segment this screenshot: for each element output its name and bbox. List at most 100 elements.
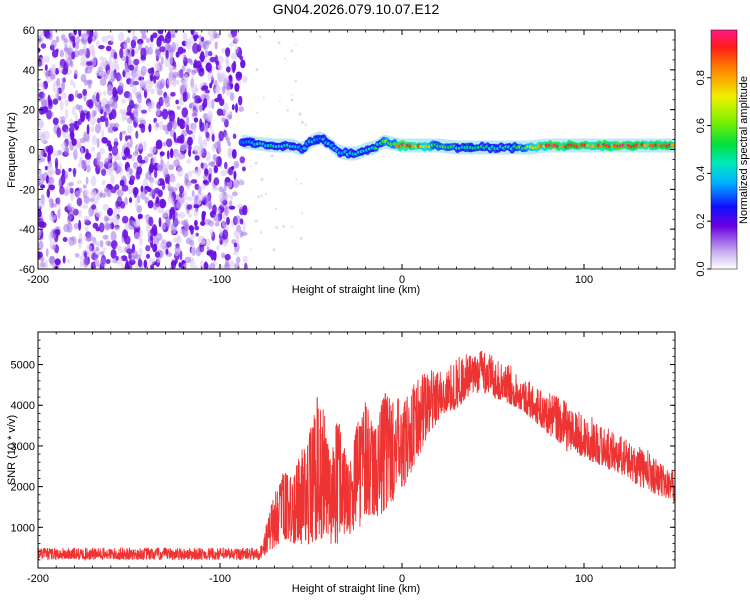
noise-blob [192, 123, 197, 134]
colorbar-tick-label: 0.4 [695, 166, 707, 181]
noise-blob [212, 186, 219, 191]
noise-blob [176, 182, 181, 189]
noise-blob [177, 166, 184, 177]
noise-blob [221, 252, 226, 259]
noise-blob [101, 168, 107, 176]
noise-blob [190, 226, 194, 235]
noise-blob [55, 162, 58, 171]
noise-blob [43, 55, 50, 64]
noise-blob [218, 192, 226, 201]
noise-blob [188, 212, 193, 218]
noise-blob [44, 64, 48, 71]
noise-blob [145, 245, 151, 252]
noise-blob [187, 136, 193, 147]
noise-blob [197, 185, 202, 195]
noise-blob [218, 55, 224, 65]
noise-blob [82, 49, 86, 56]
noise-blob [126, 68, 131, 76]
noise-blob [78, 219, 82, 231]
noise-blob [134, 254, 142, 260]
noise-blob [241, 75, 248, 84]
noise-blob [179, 250, 183, 261]
noise-blob [63, 38, 69, 43]
noise-blob [201, 239, 206, 245]
noise-blob [68, 239, 74, 247]
noise-blob [38, 251, 43, 259]
noise-blob [84, 152, 92, 160]
noise-blob [38, 120, 45, 129]
noise-blob [186, 116, 190, 125]
noise-blob [186, 204, 193, 210]
noise-blob [52, 117, 59, 125]
noise-blob [72, 105, 76, 116]
noise-blob [202, 85, 209, 91]
noise-blob [110, 257, 115, 263]
noise-blob [132, 84, 137, 95]
noise-blob [159, 46, 166, 53]
noise-blob [132, 36, 138, 41]
noise-blob [82, 257, 89, 268]
noise-blob [190, 233, 195, 240]
noise-blob [192, 42, 199, 54]
noise-blob [228, 166, 234, 176]
noise-blob [209, 56, 217, 63]
noise-blob [118, 249, 124, 254]
noise-blob [131, 49, 135, 57]
noise-blob [99, 251, 105, 256]
noise-blob [225, 193, 231, 199]
noise-blob [183, 54, 187, 62]
noise-blob [169, 67, 174, 73]
noise-blob [258, 35, 262, 39]
noise-blob [170, 91, 176, 97]
noise-blob [169, 148, 174, 159]
y-tick-label: 3000 [11, 441, 35, 453]
noise-blob [152, 32, 158, 39]
noise-blob [291, 94, 294, 96]
noise-blob [94, 123, 101, 134]
noise-blob [91, 94, 97, 104]
noise-blob [114, 137, 118, 143]
noise-blob [235, 103, 238, 113]
noise-blob [52, 150, 60, 157]
noise-blob [76, 197, 83, 207]
noise-blob [216, 108, 224, 116]
noise-blob [177, 46, 184, 55]
noise-blob [38, 61, 43, 67]
noise-blob [95, 260, 100, 268]
noise-blob [42, 93, 46, 99]
noise-blob [38, 131, 44, 139]
noise-blob [166, 78, 174, 86]
noise-blob [48, 67, 52, 77]
noise-blob [221, 117, 227, 123]
noise-blob [126, 248, 133, 255]
noise-blob [193, 145, 200, 153]
noise-blob [141, 34, 148, 40]
noise-blob [183, 263, 188, 268]
noise-blob [215, 84, 220, 94]
noise-blob [176, 105, 181, 110]
noise-blob [166, 122, 173, 132]
noise-blob [137, 141, 144, 150]
noise-blob [158, 243, 166, 249]
noise-blob [275, 226, 278, 229]
noise-blob [47, 164, 53, 176]
noise-blob [189, 259, 196, 269]
noise-blob [169, 208, 176, 214]
noise-blob [224, 262, 231, 269]
noise-blob [150, 88, 155, 95]
noise-blob [59, 100, 64, 111]
noise-blob [103, 90, 107, 96]
noise-blob [218, 186, 224, 193]
noise-blob [76, 180, 82, 185]
noise-blob [212, 204, 217, 215]
noise-blob [198, 135, 203, 146]
noise-blob [95, 70, 102, 77]
noise-blob [111, 100, 118, 110]
noise-blob [207, 70, 214, 82]
noise-blob [158, 121, 164, 130]
noise-blob [213, 250, 217, 261]
noise-blob [136, 166, 143, 175]
noise-blob [62, 237, 68, 242]
noise-blob [105, 259, 111, 264]
noise-blob [86, 244, 93, 250]
